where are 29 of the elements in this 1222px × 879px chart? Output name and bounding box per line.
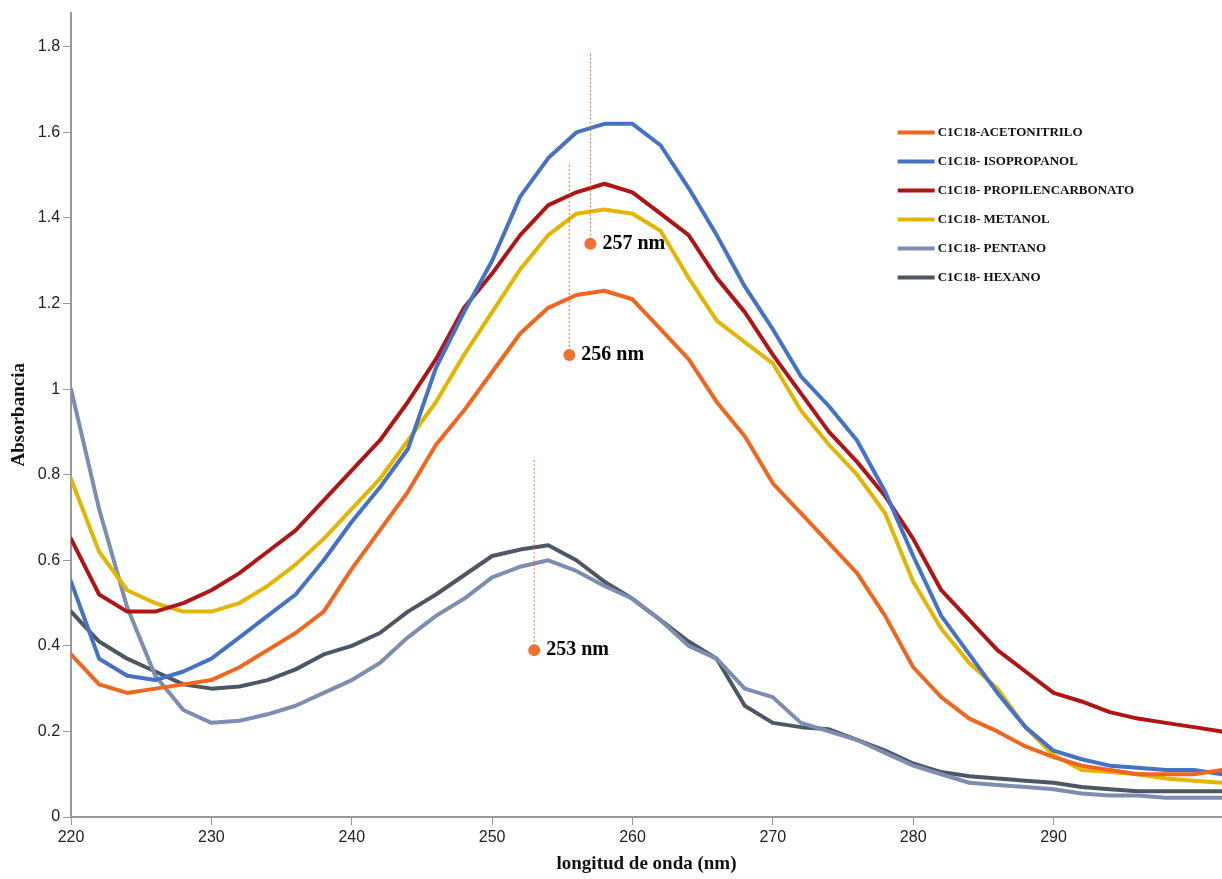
x-tick-label: 260	[619, 828, 646, 846]
legend-label: C1C18- PROPILENCARBONATO	[937, 181, 1135, 197]
legend-label: C1C18-ACETONITRILO	[937, 123, 1083, 139]
y-tick-label: 0.2	[37, 721, 61, 739]
y-tick-label: 1.6	[37, 122, 61, 140]
x-tick-label: 270	[759, 828, 787, 846]
annotation: 253 nm	[546, 637, 610, 660]
y-tick-label: 0.4	[37, 636, 61, 654]
annotation: 256 nm	[581, 342, 645, 365]
legend-label: C1C18- HEXANO	[937, 268, 1041, 284]
y-tick-label: 0	[51, 807, 61, 825]
y-tick-label: 1.8	[37, 37, 61, 55]
x-tick-label: 240	[338, 828, 366, 846]
legend-label: C1C18- ISOPROPANOL	[937, 152, 1079, 168]
x-tick-label: 250	[478, 828, 506, 846]
x-tick-label: 280	[899, 828, 927, 846]
y-tick-label: 1.4	[37, 208, 61, 226]
y-tick-label: 0.8	[37, 465, 61, 483]
annotation: 257 nm	[602, 230, 666, 253]
y-axis-title: Absorbancia	[7, 362, 29, 467]
legend-label: C1C18- PENTANO	[937, 239, 1047, 255]
x-axis-title: longitud de onda (nm)	[556, 851, 737, 874]
legend-label: C1C18- METANOL	[937, 210, 1051, 226]
y-tick-label: 0.6	[37, 550, 61, 568]
y-tick-label: 1.2	[37, 293, 61, 311]
y-tick-label: 1	[51, 379, 61, 397]
x-tick-label: 230	[198, 828, 225, 846]
x-tick-label: 220	[57, 828, 85, 846]
x-tick-label: 290	[1040, 828, 1068, 846]
